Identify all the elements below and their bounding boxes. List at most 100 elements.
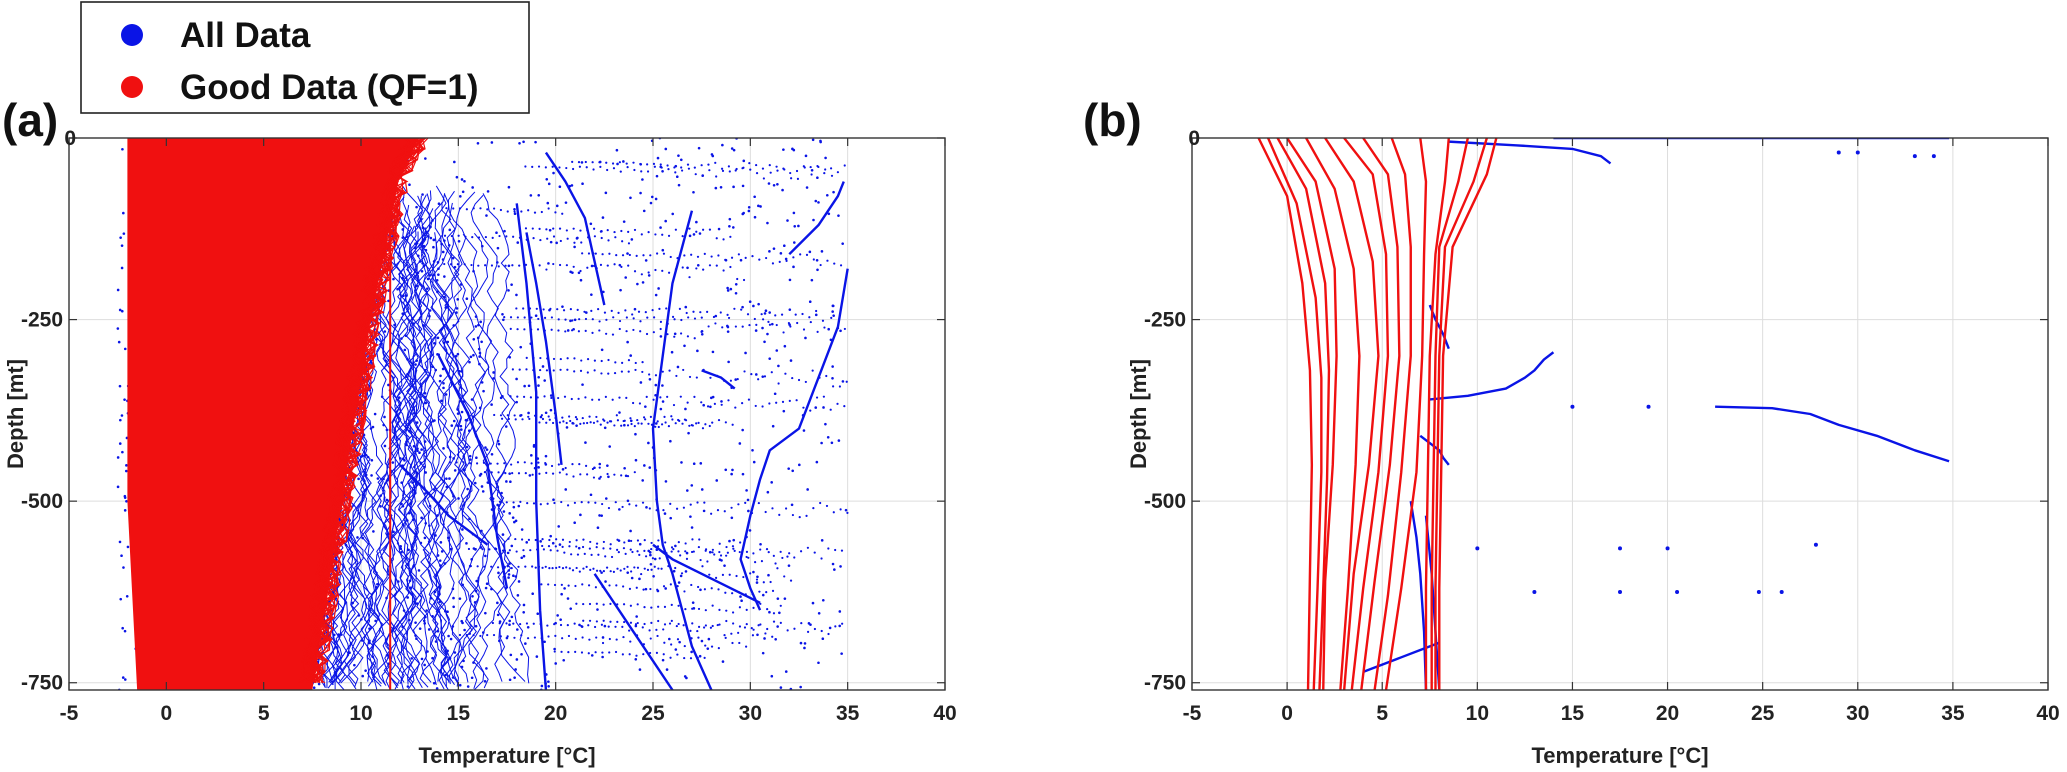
scatter-point (471, 186, 474, 189)
scatter-point (475, 579, 478, 583)
scatter-point (587, 252, 591, 255)
scatter-point (669, 439, 672, 443)
scatter-point (392, 530, 395, 534)
scatter-point (843, 405, 846, 408)
scatter-point (742, 575, 745, 579)
scatter-point (742, 278, 746, 282)
scatter-point (584, 441, 587, 444)
scatter-point (599, 569, 602, 572)
scatter-point (544, 166, 547, 169)
scatter-point (674, 566, 677, 570)
scatter-point (810, 173, 813, 176)
scatter-point (498, 234, 501, 238)
scatter-point (515, 293, 518, 297)
scatter-point (579, 269, 582, 273)
scatter-point (547, 415, 550, 418)
scatter-point (632, 401, 635, 405)
scatter-point (453, 651, 457, 654)
scatter-point (554, 211, 557, 214)
x-axis-label: Temperature [°C] (1531, 743, 1708, 768)
scatter-point (771, 507, 774, 510)
scatter-point (669, 656, 672, 659)
scatter-point (673, 318, 676, 321)
scatter-point (832, 511, 835, 514)
scatter-point (614, 236, 617, 239)
scatter-point (734, 406, 737, 409)
scatter-point (597, 553, 600, 556)
scatter-point (779, 621, 782, 624)
scatter-point (713, 402, 716, 405)
profile-line (452, 236, 506, 690)
profile-line (378, 184, 424, 690)
scatter-point (754, 561, 757, 564)
scatter-point (661, 658, 665, 662)
scatter-point (692, 310, 695, 313)
profile-line (1373, 138, 1412, 690)
scatter-point (726, 286, 729, 290)
scatter-point (729, 265, 732, 269)
scatter-point (775, 349, 779, 352)
scatter-point (645, 395, 648, 398)
scatter-point (797, 224, 800, 228)
scatter-point (634, 368, 637, 372)
scatter-point (455, 175, 459, 179)
scatter-point (706, 647, 710, 650)
scatter-point (744, 501, 747, 504)
scatter-point (639, 320, 642, 323)
scatter-point (759, 548, 762, 551)
scatter-point (734, 325, 737, 328)
scatter-point (598, 466, 601, 469)
scatter-point (549, 549, 552, 552)
scatter-point (701, 427, 705, 430)
scatter-point (582, 602, 585, 606)
x-tick-label: 40 (933, 702, 956, 725)
scatter-point (582, 422, 585, 425)
scatter-point (707, 637, 711, 641)
scatter-point (623, 419, 626, 422)
scatter-point (814, 199, 818, 203)
scatter-point (699, 311, 702, 314)
scatter-point (513, 676, 516, 679)
scatter-point (560, 500, 563, 504)
scatter-point (559, 357, 562, 361)
x-tick-label: 10 (1466, 702, 1489, 725)
scatter-point (624, 552, 627, 555)
scatter-point (564, 318, 567, 321)
scatter-point (778, 611, 781, 615)
scatter-point (510, 544, 514, 548)
scatter-point (484, 235, 487, 239)
scatter-point (587, 584, 591, 587)
scatter-point (541, 538, 544, 541)
scatter-point (593, 625, 597, 629)
scatter-point (699, 462, 703, 465)
scatter-point (507, 264, 511, 268)
scatter-point (636, 539, 640, 542)
profile-line (1324, 138, 1380, 690)
scatter-point (681, 266, 684, 269)
panel-b: -5 0 5 10 15 20 25 30 35 400-250-500-750Temperatu… (1083, 94, 2060, 768)
scatter-point (647, 274, 651, 277)
scatter-point (541, 566, 544, 569)
scatter-point (564, 488, 568, 491)
scatter-point (573, 622, 576, 625)
scatter-point (414, 363, 417, 366)
scatter-point (816, 176, 819, 179)
scatter-point (749, 572, 752, 575)
scatter-point (631, 313, 634, 316)
scatter-point (613, 371, 617, 375)
scatter-point (654, 197, 658, 201)
scatter-point (706, 405, 710, 408)
scatter-point (515, 400, 518, 404)
scatter-point (530, 462, 533, 465)
scatter-point (826, 259, 829, 262)
scatter-point (768, 323, 772, 326)
scatter-point (732, 226, 735, 229)
scatter-point (698, 538, 701, 541)
scatter-point (822, 395, 825, 398)
scatter-point (747, 209, 751, 213)
scatter-point (569, 319, 572, 323)
scatter-point (831, 304, 835, 308)
scatter-point (763, 312, 767, 315)
scatter-point (657, 425, 660, 429)
scatter-point (520, 556, 524, 560)
